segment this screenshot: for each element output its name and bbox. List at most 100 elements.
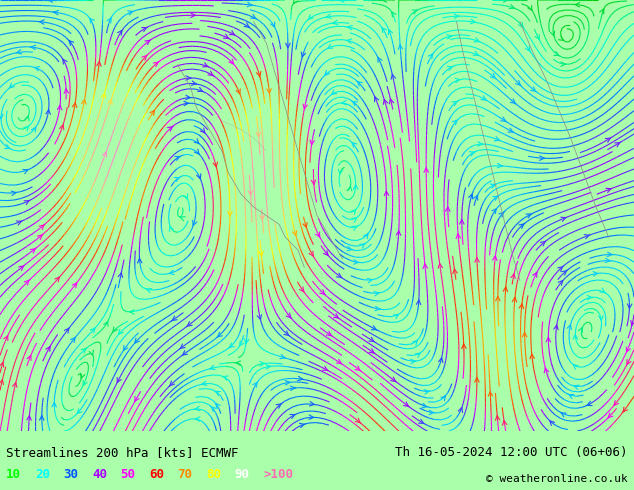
Text: © weatheronline.co.uk: © weatheronline.co.uk — [486, 474, 628, 484]
FancyArrowPatch shape — [454, 14, 459, 19]
FancyArrowPatch shape — [250, 14, 257, 19]
FancyArrowPatch shape — [0, 114, 3, 119]
Text: 10: 10 — [6, 468, 22, 481]
FancyArrowPatch shape — [27, 416, 31, 420]
FancyArrowPatch shape — [0, 380, 4, 385]
FancyArrowPatch shape — [169, 270, 174, 274]
FancyArrowPatch shape — [72, 103, 77, 107]
FancyArrowPatch shape — [413, 341, 417, 345]
FancyArrowPatch shape — [531, 87, 536, 92]
FancyArrowPatch shape — [398, 45, 403, 49]
FancyArrowPatch shape — [503, 287, 508, 292]
Text: 60: 60 — [149, 468, 164, 481]
FancyArrowPatch shape — [229, 59, 233, 64]
FancyArrowPatch shape — [209, 366, 215, 369]
FancyArrowPatch shape — [323, 250, 328, 255]
FancyArrowPatch shape — [64, 89, 68, 94]
FancyArrowPatch shape — [130, 310, 134, 314]
FancyArrowPatch shape — [83, 380, 87, 386]
FancyArrowPatch shape — [628, 304, 632, 308]
FancyArrowPatch shape — [446, 207, 450, 211]
FancyArrowPatch shape — [354, 260, 359, 264]
FancyArrowPatch shape — [290, 386, 295, 391]
FancyArrowPatch shape — [307, 15, 313, 20]
FancyArrowPatch shape — [355, 418, 361, 423]
FancyArrowPatch shape — [292, 231, 297, 236]
FancyArrowPatch shape — [519, 223, 525, 228]
FancyArrowPatch shape — [458, 408, 463, 413]
FancyArrowPatch shape — [191, 13, 196, 18]
FancyArrowPatch shape — [16, 49, 22, 54]
FancyArrowPatch shape — [194, 139, 199, 144]
FancyArrowPatch shape — [195, 406, 200, 411]
FancyArrowPatch shape — [352, 143, 357, 147]
FancyArrowPatch shape — [367, 278, 373, 283]
FancyArrowPatch shape — [316, 232, 320, 237]
FancyArrowPatch shape — [495, 137, 500, 141]
Text: 20: 20 — [35, 468, 50, 481]
FancyArrowPatch shape — [290, 414, 295, 418]
FancyArrowPatch shape — [496, 296, 500, 301]
FancyArrowPatch shape — [615, 142, 621, 147]
FancyArrowPatch shape — [153, 62, 159, 67]
FancyArrowPatch shape — [562, 270, 567, 275]
FancyArrowPatch shape — [186, 76, 191, 80]
FancyArrowPatch shape — [550, 421, 555, 425]
FancyArrowPatch shape — [179, 344, 185, 349]
FancyArrowPatch shape — [195, 149, 199, 154]
FancyArrowPatch shape — [546, 338, 550, 342]
FancyArrowPatch shape — [455, 78, 460, 83]
FancyArrowPatch shape — [216, 404, 221, 408]
FancyArrowPatch shape — [337, 359, 342, 364]
FancyArrowPatch shape — [309, 402, 315, 406]
FancyArrowPatch shape — [573, 385, 579, 390]
FancyArrowPatch shape — [301, 52, 306, 57]
Text: 30: 30 — [63, 468, 79, 481]
FancyArrowPatch shape — [535, 34, 539, 39]
FancyArrowPatch shape — [605, 258, 611, 263]
FancyArrowPatch shape — [13, 383, 17, 387]
FancyArrowPatch shape — [175, 156, 181, 160]
FancyArrowPatch shape — [119, 329, 123, 334]
FancyArrowPatch shape — [34, 67, 39, 71]
FancyArrowPatch shape — [240, 341, 244, 345]
FancyArrowPatch shape — [55, 277, 60, 282]
FancyArrowPatch shape — [490, 74, 496, 79]
FancyArrowPatch shape — [354, 185, 358, 189]
FancyArrowPatch shape — [462, 344, 466, 348]
FancyArrowPatch shape — [169, 381, 174, 387]
FancyArrowPatch shape — [299, 423, 305, 428]
FancyArrowPatch shape — [587, 295, 593, 300]
FancyArrowPatch shape — [369, 349, 375, 354]
FancyArrowPatch shape — [124, 345, 128, 350]
FancyArrowPatch shape — [339, 169, 343, 174]
FancyArrowPatch shape — [375, 97, 378, 102]
FancyArrowPatch shape — [337, 273, 342, 278]
FancyArrowPatch shape — [280, 354, 285, 359]
FancyArrowPatch shape — [77, 409, 82, 414]
FancyArrowPatch shape — [11, 191, 16, 196]
FancyArrowPatch shape — [271, 22, 275, 27]
FancyArrowPatch shape — [180, 217, 185, 221]
FancyArrowPatch shape — [81, 348, 87, 353]
FancyArrowPatch shape — [567, 324, 571, 329]
Text: 70: 70 — [178, 468, 193, 481]
FancyArrowPatch shape — [117, 378, 121, 383]
FancyArrowPatch shape — [512, 297, 517, 302]
FancyArrowPatch shape — [438, 264, 443, 269]
FancyArrowPatch shape — [560, 217, 566, 221]
FancyArrowPatch shape — [97, 61, 101, 66]
FancyArrowPatch shape — [372, 326, 377, 330]
FancyArrowPatch shape — [382, 0, 387, 2]
FancyArrowPatch shape — [475, 258, 479, 262]
FancyArrowPatch shape — [614, 400, 619, 405]
FancyArrowPatch shape — [347, 25, 353, 30]
FancyArrowPatch shape — [448, 66, 453, 71]
FancyArrowPatch shape — [460, 220, 464, 224]
FancyArrowPatch shape — [355, 366, 361, 371]
FancyArrowPatch shape — [415, 353, 420, 358]
FancyArrowPatch shape — [60, 125, 64, 130]
FancyArrowPatch shape — [309, 251, 313, 256]
FancyArrowPatch shape — [16, 221, 22, 225]
FancyArrowPatch shape — [24, 279, 30, 285]
